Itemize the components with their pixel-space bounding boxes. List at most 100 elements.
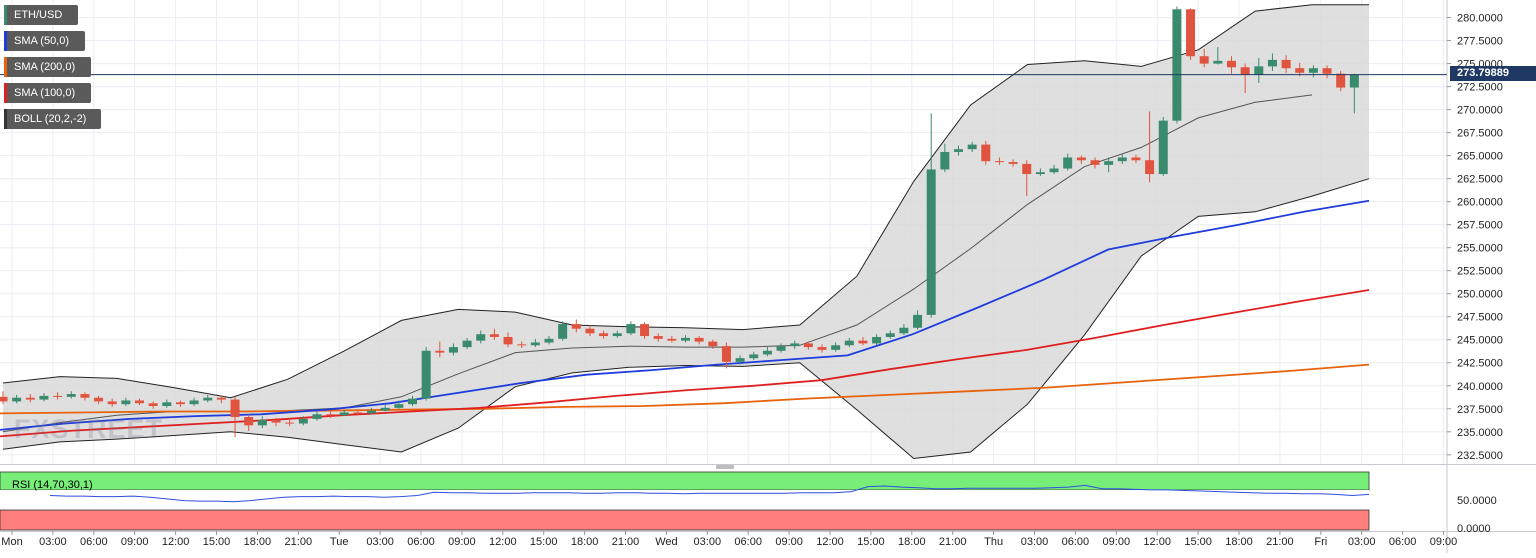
candle-body — [1267, 59, 1277, 67]
time-axis-label: Mon — [1, 536, 22, 548]
candle-body — [981, 144, 991, 162]
bullish-candle — [1035, 168, 1045, 176]
candle-body — [926, 169, 936, 315]
price-axis-label: 255.0000 — [1457, 243, 1503, 255]
bullish-candle — [462, 337, 472, 349]
bullish-candle — [39, 393, 49, 402]
candle-body — [476, 334, 486, 341]
bearish-candle — [1008, 159, 1018, 167]
price-axis-label: 260.0000 — [1457, 197, 1503, 209]
bearish-candle — [994, 157, 1004, 165]
time-axis-label: 12:00 — [162, 536, 190, 548]
bearish-candle — [1322, 65, 1332, 79]
candle-body — [271, 419, 281, 423]
candle-body — [599, 333, 609, 337]
candle-body — [408, 398, 417, 405]
time-axis-label: 15:00 — [530, 536, 558, 548]
time-axis-label: 03:00 — [1348, 536, 1376, 548]
time-axis-label: Thu — [984, 536, 1003, 548]
bullish-candle — [1063, 153, 1073, 171]
candle-body — [530, 342, 540, 346]
candle-body — [1035, 172, 1045, 175]
candle-body — [216, 397, 226, 400]
candle-body — [367, 410, 377, 414]
pane-splitter-handle[interactable] — [716, 465, 734, 469]
bullish-candle — [1158, 116, 1168, 176]
price-axis-label: 245.0000 — [1457, 335, 1503, 347]
bullish-candle — [367, 407, 377, 415]
candle-body — [107, 401, 117, 405]
candle-body — [312, 414, 322, 419]
bullish-candle — [530, 338, 540, 348]
candle-body — [39, 395, 49, 400]
bearish-candle — [135, 398, 144, 406]
time-axis-label: 06:00 — [1389, 536, 1417, 548]
time-axis-label: 18:00 — [571, 536, 599, 548]
bullish-candle — [257, 416, 267, 429]
candle-body — [1199, 56, 1209, 64]
candle-body — [544, 338, 554, 343]
rsi-legend-label: RSI (14,70,30,1) — [12, 479, 93, 491]
legend-sma-100[interactable]: SMA (100,0) — [4, 83, 91, 103]
bearish-candle — [107, 398, 117, 407]
candle-body — [1158, 120, 1168, 175]
candle-body — [940, 151, 950, 170]
candle-body — [394, 404, 404, 408]
candle-body — [1131, 157, 1141, 161]
legend-swatch — [4, 57, 7, 77]
time-axis-label: 21:00 — [1266, 536, 1294, 548]
bearish-candle — [216, 395, 226, 404]
candle-body — [339, 412, 349, 416]
bearish-candle — [1186, 8, 1196, 60]
bullish-candle — [1049, 164, 1059, 175]
candle-body — [162, 402, 172, 407]
legend-eth-usd[interactable]: ETH/USD — [4, 5, 78, 25]
legend-label: BOLL (20,2,-2) — [14, 113, 87, 125]
bullish-candle — [1213, 47, 1223, 65]
candle-body — [12, 397, 22, 402]
candle-body — [626, 324, 636, 334]
candle-body — [1336, 73, 1346, 88]
candle-body — [913, 314, 923, 328]
bullish-candle — [121, 397, 131, 407]
candle-body — [1172, 9, 1182, 121]
bearish-candle — [803, 341, 813, 350]
time-axis-label: 15:00 — [203, 536, 231, 548]
price-axis-label: 235.0000 — [1457, 427, 1503, 439]
candle-body — [1049, 168, 1059, 173]
time-axis-label: Tue — [330, 536, 349, 548]
candle-body — [1076, 157, 1086, 161]
candle-body — [721, 346, 731, 362]
candle-body — [121, 400, 131, 405]
legend-label: SMA (100,0) — [14, 87, 76, 99]
rsi-oversold-zone — [0, 509, 1370, 531]
candle-body — [954, 149, 963, 152]
price-axis-label: 257.5000 — [1457, 220, 1503, 232]
bearish-candle — [981, 140, 991, 165]
bearish-candle — [585, 325, 595, 337]
bullish-candle — [872, 334, 882, 346]
time-axis-label: 03:00 — [694, 536, 722, 548]
bullish-candle — [1349, 73, 1359, 114]
bearish-candle — [353, 410, 363, 416]
time-axis-label: 12:00 — [1143, 536, 1171, 548]
time-axis-label: 03:00 — [39, 536, 67, 548]
candle-body — [708, 341, 718, 347]
price-axis-label: 277.5000 — [1457, 36, 1503, 48]
candle-body — [1104, 161, 1114, 165]
bollinger-upper-line — [2, 4, 1369, 399]
bearish-candle — [326, 411, 336, 418]
bullish-candle — [298, 416, 308, 426]
candle-body — [1322, 68, 1332, 74]
bearish-candle — [0, 391, 8, 405]
legend-boll[interactable]: BOLL (20,2,-2) — [4, 109, 101, 129]
bullish-candle — [831, 342, 841, 352]
candle-body — [462, 340, 472, 348]
legend-sma-50[interactable]: SMA (50,0) — [4, 31, 85, 51]
legend-sma-200[interactable]: SMA (200,0) — [4, 57, 91, 77]
bearish-candle — [53, 392, 63, 400]
price-axis-label: 280.0000 — [1457, 13, 1503, 25]
bullish-candle — [312, 410, 322, 421]
